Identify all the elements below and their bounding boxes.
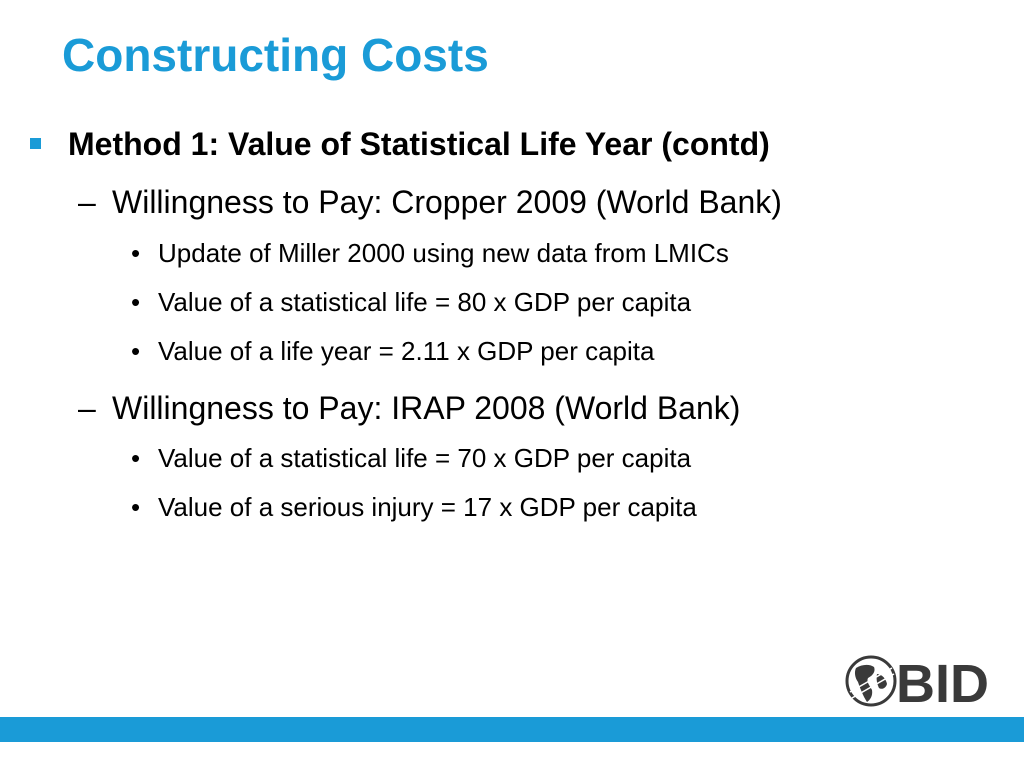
bid-logo: BID bbox=[842, 652, 1000, 714]
footer-bar bbox=[0, 717, 1024, 742]
level2-text: Willingness to Pay: Cropper 2009 (World … bbox=[112, 184, 782, 220]
dot-bullet-icon: • bbox=[131, 238, 141, 268]
globe-icon bbox=[845, 655, 897, 707]
dot-bullet-icon: • bbox=[131, 287, 141, 317]
dot-bullet-icon: • bbox=[131, 443, 141, 473]
level3-text: Value of a statistical life = 70 x GDP p… bbox=[158, 443, 692, 473]
logo-text: BID bbox=[896, 654, 989, 710]
dot-bullet-icon: • bbox=[131, 492, 141, 522]
square-bullet-icon bbox=[30, 138, 41, 149]
dash-bullet-icon: – bbox=[78, 390, 96, 426]
level3-item: • Value of a life year = 2.11 x GDP per c… bbox=[131, 336, 655, 367]
level2-text: Willingness to Pay: IRAP 2008 (World Ban… bbox=[112, 390, 741, 426]
level1-text: Method 1: Value of Statistical Life Year… bbox=[68, 126, 770, 162]
level3-text: Value of a life year = 2.11 x GDP per ca… bbox=[158, 336, 655, 366]
level3-item: • Value of a statistical life = 80 x GDP … bbox=[131, 287, 692, 318]
dot-bullet-icon: • bbox=[131, 336, 141, 366]
dash-bullet-icon: – bbox=[78, 184, 96, 220]
level3-item: • Value of a serious injury = 17 x GDP pe… bbox=[131, 492, 697, 523]
level3-item: • Value of a statistical life = 70 x GDP … bbox=[131, 443, 692, 474]
level2-item: – Willingness to Pay: Cropper 2009 (World… bbox=[78, 184, 782, 221]
level2-item: – Willingness to Pay: IRAP 2008 (World Ba… bbox=[78, 390, 740, 427]
level3-text: Value of a statistical life = 80 x GDP p… bbox=[158, 287, 692, 317]
level3-text: Update of Miller 2000 using new data fro… bbox=[158, 238, 729, 268]
level3-text: Value of a serious injury = 17 x GDP per… bbox=[158, 492, 697, 522]
level3-item: • Update of Miller 2000 using new data fr… bbox=[131, 238, 729, 269]
slide-title: Constructing Costs bbox=[62, 29, 489, 81]
